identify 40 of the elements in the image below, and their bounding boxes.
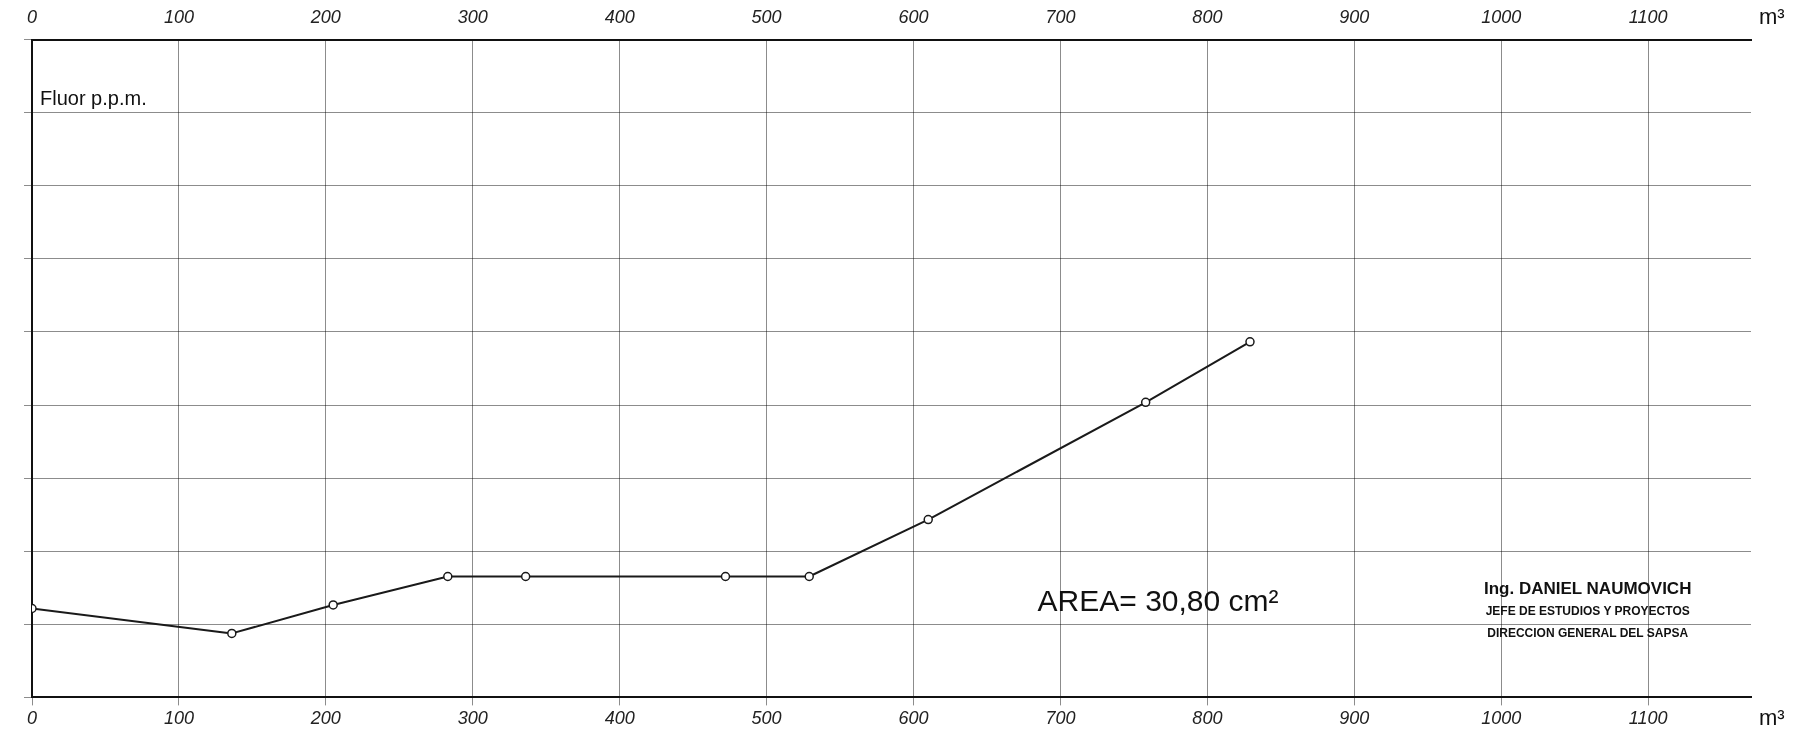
point [443,571,453,582]
x2-tick-label: 200 [309,708,341,729]
point [720,571,731,582]
x2-tick-label: 300 [457,708,488,729]
x2-tick-label: 1000 [1481,708,1522,729]
x-tick-label: 1100 [1628,6,1668,27]
x-tick-label: 300 [457,6,488,27]
y-axis-title: Fluor p.p.m. [40,87,147,110]
x2-tick-label: 100 [163,708,194,729]
point [520,571,531,582]
annotation: Ing. DANIEL NAUMOVICH [1483,579,1692,599]
x-tick-label: 900 [1339,6,1370,27]
x-tick-label: 800 [1192,6,1223,27]
x-tick-label: 1000 [1481,6,1522,27]
x-tick-label: 400 [604,6,635,27]
x-tick-label: 0 [26,6,38,27]
point [923,514,933,525]
x2-axis-title: m³ [1759,4,1785,30]
point [328,600,338,610]
point [1140,397,1151,408]
point [227,628,237,639]
x-axis-title: m³ [1759,705,1785,731]
annotation: AREA= 30,80 cm² [1037,583,1279,617]
x2-tick-label: 1100 [1628,708,1668,729]
x2-tick-label: 0 [26,708,38,729]
x-tick-label: 500 [751,6,782,27]
x-tick-label: 700 [1045,6,1076,27]
x2-tick-label: 800 [1192,708,1223,729]
point [1245,337,1255,347]
x2-tick-label: 500 [751,708,782,729]
annotation: JEFE DE ESTUDIOS Y PROYECTOS [1485,603,1690,618]
annotation: DIRECCION GENERAL DEL SAPSA [1487,625,1689,640]
x2-tick-label: 700 [1045,708,1076,729]
x2-tick-label: 600 [898,708,929,729]
x-tick-label: 100 [163,6,194,27]
x2-tick-label: 900 [1339,708,1370,729]
x-tick-label: 600 [898,6,929,27]
x-tick-label: 200 [309,6,341,27]
point [804,571,814,582]
x2-tick-label: 400 [604,708,635,729]
